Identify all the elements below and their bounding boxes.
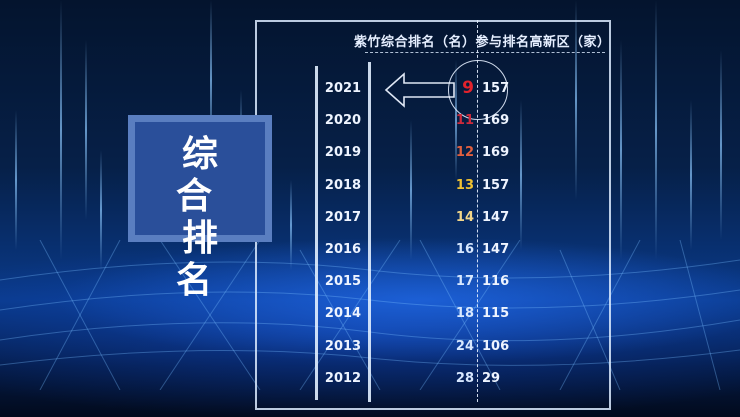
year-cell: 2012: [324, 370, 362, 386]
count-cell: 147: [482, 242, 510, 257]
year-cell: 2019: [324, 145, 362, 161]
table-row: 2019 12 169: [0, 145, 740, 165]
rank-cell: 14: [455, 209, 474, 225]
count-column-header: 参与排名高新区（家）: [475, 35, 611, 50]
count-cell: 116: [482, 274, 510, 290]
table-row: 2020 11 169: [0, 113, 740, 133]
table-row: 2016 16 147: [0, 242, 740, 262]
year-cell: 2016: [324, 242, 362, 257]
circle-highlight-icon: [448, 60, 508, 120]
rank-cell: 18: [455, 306, 474, 322]
count-cell: 147: [482, 209, 510, 225]
year-column-left-rule: [315, 66, 318, 400]
rank-cell: 11: [455, 113, 474, 129]
header-divider: [365, 52, 605, 53]
light-streak: [290, 180, 292, 270]
year-cell: 2013: [324, 338, 362, 354]
count-cell: 157: [482, 177, 510, 193]
year-cell: 2021: [324, 81, 362, 96]
count-cell: 169: [482, 113, 510, 129]
year-column-right-rule: [368, 62, 371, 402]
table-row: 2012 28 29: [0, 371, 740, 391]
table-row: 2017 14 147: [0, 210, 740, 230]
rank-cell: 13: [455, 177, 474, 193]
rank-cell: 24: [455, 338, 474, 354]
rank-column-header: 紫竹综合排名（名）: [354, 35, 476, 50]
light-streak: [100, 150, 102, 270]
count-cell: 157: [482, 81, 510, 96]
year-cell: 2015: [324, 274, 362, 290]
year-cell: 2018: [324, 177, 362, 193]
light-streak: [575, 0, 577, 200]
light-streak: [690, 100, 692, 250]
light-streak: [210, 0, 212, 160]
light-streak: [520, 100, 522, 250]
count-cell: 106: [482, 338, 510, 354]
rank-cell: 12: [455, 145, 474, 161]
rank-cell: 9: [462, 78, 474, 98]
rank-cell: 16: [455, 242, 474, 257]
column-divider: [477, 20, 478, 402]
table-row: 2013 24 106: [0, 339, 740, 359]
light-streak: [655, 0, 657, 260]
badge-line-2: 排 名: [175, 218, 230, 301]
count-cell: 115: [482, 306, 510, 322]
count-cell: 29: [482, 370, 501, 386]
badge-line-1: 综 合: [175, 134, 230, 217]
rank-cell: 17: [455, 274, 474, 290]
light-streak: [60, 0, 62, 260]
light-streak: [85, 40, 87, 220]
light-streak: [15, 110, 17, 250]
count-cell: 169: [482, 145, 510, 161]
rank-cell: 28: [455, 370, 474, 386]
year-cell: 2017: [324, 209, 362, 225]
table-row: 2021 9 157: [0, 78, 740, 101]
table-header: 紫竹综合排名（名）参与排名高新区（家）: [354, 31, 611, 50]
light-streak: [620, 40, 622, 260]
light-streak: [720, 50, 722, 240]
year-cell: 2014: [324, 306, 362, 322]
table-row: 2015 17 116: [0, 274, 740, 294]
arrow-left-icon: [384, 72, 455, 108]
year-cell: 2020: [324, 113, 362, 129]
title-badge: 综 合 排 名: [128, 115, 272, 301]
table-row: 2014 18 115: [0, 306, 740, 326]
light-streak: [410, 120, 412, 260]
light-streak: [455, 60, 457, 180]
table-row: 2018 13 157: [0, 178, 740, 198]
